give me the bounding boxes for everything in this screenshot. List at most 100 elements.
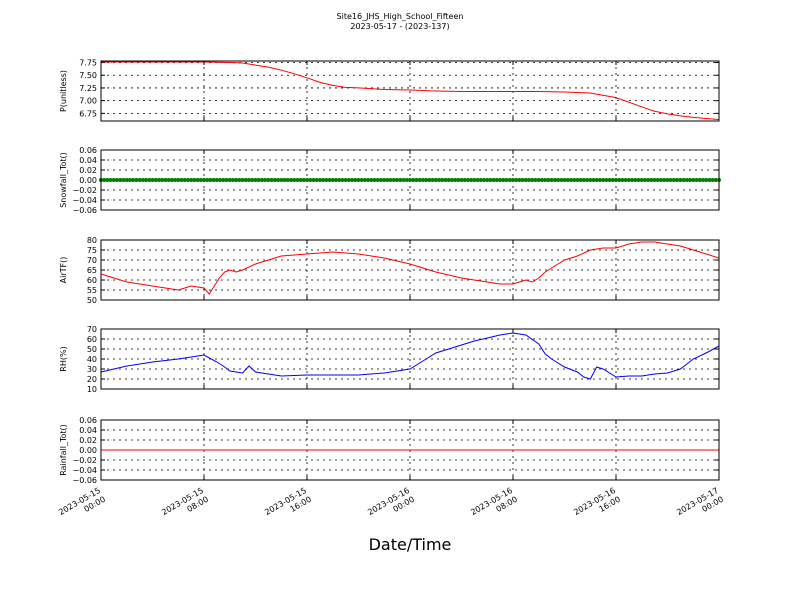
data-point	[462, 178, 467, 182]
data-point	[610, 178, 615, 182]
data-point	[636, 178, 641, 182]
data-point	[668, 178, 673, 182]
data-point	[491, 178, 496, 182]
y-tick-label: 7.75	[79, 59, 97, 68]
data-point	[153, 178, 158, 182]
data-point	[465, 178, 470, 182]
data-point	[295, 178, 300, 182]
y-tick-label: 7.00	[79, 97, 97, 106]
y-axis-label: AirTF()	[59, 257, 68, 284]
y-tick-label: 60	[87, 335, 97, 344]
y-tick-label: 55	[87, 286, 97, 295]
y-axis-label: Rainfall_Tot()	[59, 424, 68, 476]
data-point	[308, 178, 313, 182]
data-point	[195, 178, 200, 182]
data-point	[556, 178, 561, 182]
data-point	[247, 178, 252, 182]
y-tick-label: 60	[87, 276, 97, 285]
data-point	[105, 178, 110, 182]
data-point	[156, 178, 161, 182]
data-point	[404, 178, 409, 182]
data-point	[552, 178, 557, 182]
data-point	[369, 178, 374, 182]
data-point	[620, 178, 625, 182]
panel-5: −0.06−0.04−0.020.000.020.040.06 Rainfall_…	[59, 416, 720, 485]
x-tick-label: 2023-05-1608:00	[469, 486, 519, 526]
data-point	[395, 178, 400, 182]
data-point	[472, 178, 477, 182]
y-tick-label: 0.02	[79, 166, 97, 175]
data-point	[446, 178, 451, 182]
data-point	[601, 178, 606, 182]
data-point	[317, 178, 322, 182]
data-point	[688, 178, 693, 182]
y-tick-label: 30	[87, 365, 97, 374]
data-point	[230, 178, 235, 182]
y-tick-label: 70	[87, 325, 97, 334]
data-point	[655, 178, 660, 182]
data-point	[684, 178, 689, 182]
data-point	[214, 178, 219, 182]
y-tick-label: 7.25	[79, 84, 97, 93]
data-point	[539, 178, 544, 182]
y-tick-label: 0.06	[79, 416, 97, 425]
data-point	[108, 178, 113, 182]
y-tick-label: 0.00	[79, 446, 97, 455]
y-tick-label: 0.04	[79, 426, 97, 435]
data-point	[202, 178, 206, 182]
data-point	[127, 178, 132, 182]
data-point	[533, 178, 538, 182]
data-point	[623, 178, 628, 182]
data-point	[585, 178, 590, 182]
data-point	[408, 178, 412, 182]
data-point	[176, 178, 181, 182]
data-point	[511, 178, 515, 182]
data-point	[305, 178, 309, 182]
data-point	[517, 178, 522, 182]
y-tick-label: 50	[87, 345, 97, 354]
data-point	[311, 178, 316, 182]
data-point	[652, 178, 657, 182]
data-point	[144, 178, 149, 182]
data-point	[475, 178, 480, 182]
data-point	[205, 178, 210, 182]
panels: 6.757.007.257.507.75P(unitless)−0.06−0.0…	[59, 59, 721, 485]
data-point	[607, 178, 612, 182]
data-point	[488, 178, 493, 182]
data-point	[137, 178, 142, 182]
x-axis-label: Date/Time	[369, 535, 452, 554]
data-point	[565, 178, 570, 182]
data-point	[478, 178, 483, 182]
data-point	[591, 178, 596, 182]
data-point	[366, 178, 371, 182]
data-point	[327, 178, 332, 182]
data-point	[362, 178, 367, 182]
data-point	[185, 178, 190, 182]
data-point	[694, 178, 699, 182]
data-point	[520, 178, 525, 182]
data-point	[337, 178, 342, 182]
data-point	[301, 178, 306, 182]
data-point	[169, 178, 174, 182]
data-point	[575, 178, 580, 182]
data-point	[350, 178, 355, 182]
data-point	[118, 178, 123, 182]
data-point	[382, 178, 387, 182]
data-point	[227, 178, 232, 182]
data-point	[414, 178, 419, 182]
data-point	[597, 178, 602, 182]
data-point	[594, 178, 599, 182]
data-point	[614, 178, 618, 182]
y-tick-label: 40	[87, 355, 97, 364]
figure-title-line2: 2023-05-17 - (2023-137)	[350, 22, 449, 31]
data-point	[678, 178, 683, 182]
data-point	[237, 178, 242, 182]
figure-title-line1: Site16_JHS_High_School_Fifteen	[337, 12, 464, 21]
data-point	[453, 178, 458, 182]
data-point	[269, 178, 274, 182]
data-point	[514, 178, 519, 182]
data-point	[546, 178, 551, 182]
y-tick-label: −0.02	[72, 456, 97, 465]
plot-frame	[100, 149, 720, 211]
y-axis-label: Snowfall_Tot()	[59, 152, 68, 208]
